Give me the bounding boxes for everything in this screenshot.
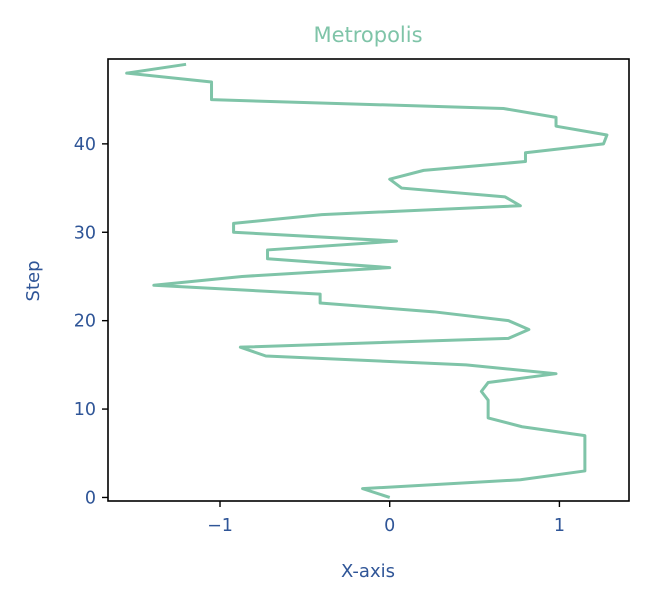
chart-title: Metropolis xyxy=(313,23,422,47)
x-tick-label: 0 xyxy=(384,516,395,536)
x-axis-label: X-axis xyxy=(341,561,395,582)
plot-frame xyxy=(107,58,630,502)
series-line xyxy=(125,62,609,499)
y-tick-label: 20 xyxy=(74,312,96,332)
y-axis: 0 10 20 30 40 xyxy=(74,135,108,508)
x-tick-label: 1 xyxy=(554,516,565,536)
y-tick-label: 30 xyxy=(74,223,96,243)
y-tick-label: 0 xyxy=(85,488,96,508)
plot-area xyxy=(107,58,630,502)
y-axis-label: Step xyxy=(23,261,44,302)
y-tick-label: 40 xyxy=(74,135,96,155)
y-tick-label: 10 xyxy=(74,400,96,420)
x-tick-label: −1 xyxy=(207,516,233,536)
x-axis: −1 0 1 xyxy=(207,501,565,536)
